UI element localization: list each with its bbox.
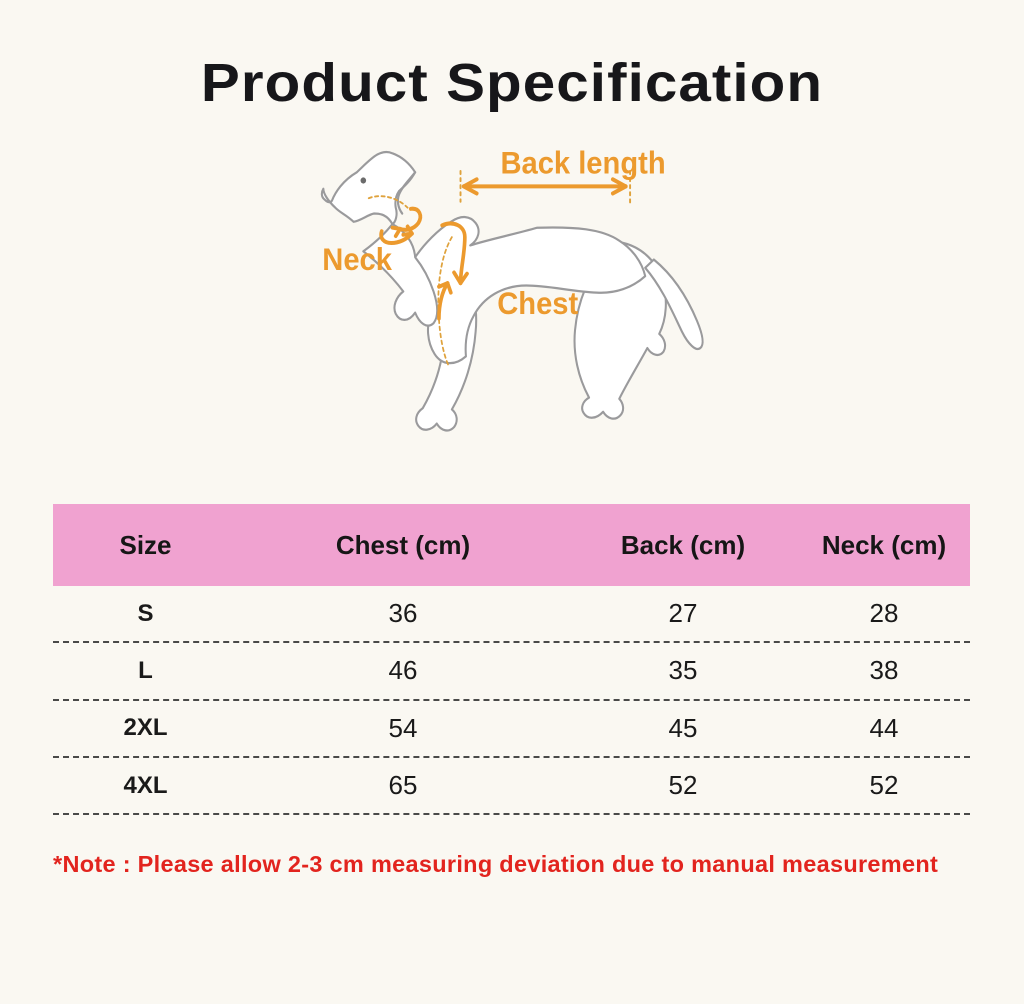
svg-text:Neck: Neck bbox=[322, 242, 392, 277]
svg-text:Back length: Back length bbox=[500, 145, 665, 180]
svg-text:Chest: Chest bbox=[497, 286, 578, 321]
